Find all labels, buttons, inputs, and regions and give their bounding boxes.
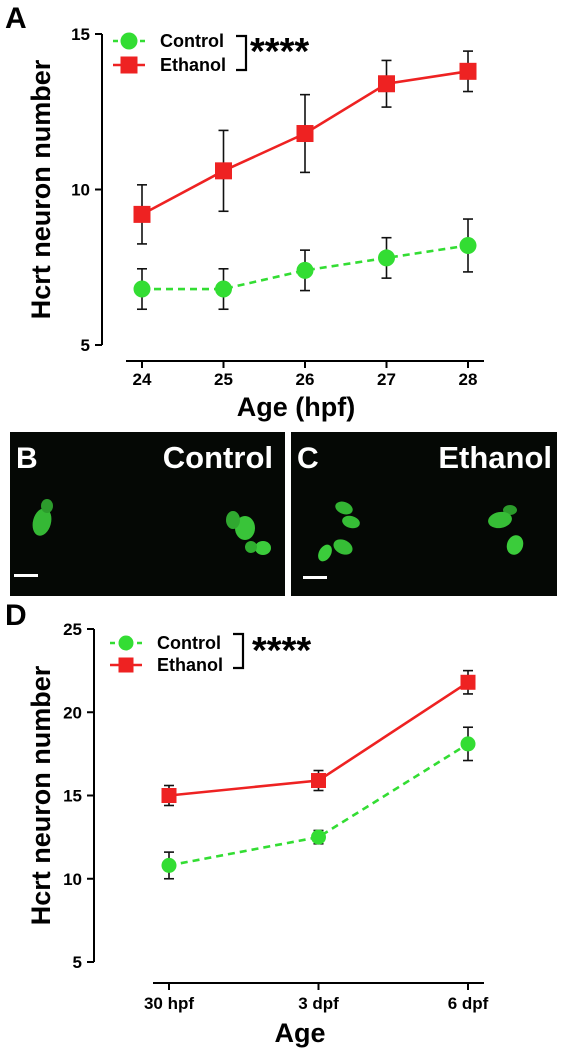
data-point [296, 261, 314, 279]
scale-bar-c [303, 576, 327, 579]
image-b-background [10, 432, 285, 596]
data-point [296, 125, 314, 143]
x-axis-title: Age (hpf) [237, 392, 355, 422]
legend-marker-ethanol [118, 657, 134, 673]
significance-bracket [233, 632, 245, 670]
data-point [161, 857, 177, 873]
panel-letter-d: D [5, 599, 27, 632]
x-tick-label: 3 dpf [298, 994, 339, 1013]
series-control [133, 218, 477, 311]
x-tick-label: 26 [296, 370, 315, 389]
neuron-cluster-b-left [32, 499, 53, 536]
x-tick-label: 30 hpf [144, 994, 194, 1013]
x-tick-label: 27 [377, 370, 396, 389]
panel-letter-c: C [297, 442, 319, 475]
data-point [133, 280, 151, 298]
data-point [133, 205, 151, 223]
data-point [378, 75, 395, 93]
significance-bracket [236, 34, 248, 72]
series-ethanol [133, 50, 477, 245]
legend-label-control: Control [157, 633, 221, 653]
x-tick-label: 24 [133, 370, 152, 389]
legend-label-control: Control [160, 31, 224, 51]
data-point [378, 249, 395, 267]
series-control [161, 726, 476, 880]
y-tick-label: 10 [63, 870, 82, 889]
data-point [460, 674, 476, 690]
neuron-cluster-b-right [226, 511, 271, 555]
legend-marker-ethanol [120, 56, 138, 74]
x-tick-label: 28 [459, 370, 478, 389]
data-point [459, 62, 477, 80]
legend: Control Ethanol [113, 31, 226, 75]
y-tick-label: 15 [71, 25, 90, 44]
image-label-b: Control [163, 440, 273, 475]
legend-label-ethanol: Ethanol [160, 55, 226, 75]
series-line-control [142, 244, 469, 291]
y-tick-label: 10 [71, 181, 90, 200]
neuron-cluster-c-right [488, 505, 524, 555]
y-tick-label: 20 [63, 703, 82, 722]
significance-stars: **** [250, 31, 309, 73]
x-tick-label: 6 dpf [448, 994, 489, 1013]
chart-panel-a: A 5 10 15 24 25 26 27 28 Age (hpf) Hcrt neuron num… [5, 2, 484, 422]
significance-stars: **** [252, 630, 311, 672]
neuron-cluster-c-left [318, 501, 360, 562]
data-point [161, 788, 177, 803]
data-point [459, 236, 477, 254]
y-tick-label: 15 [63, 787, 82, 806]
data-point [460, 736, 476, 752]
y-axis-title: Hcrt neuron number [26, 665, 56, 925]
data-point [215, 162, 232, 180]
y-axis-title: Hcrt neuron number [26, 59, 56, 319]
chart-panel-d: D 5 10 15 20 25 30 hpf 3 dpf 6 dpf Age Hcrt neuron… [5, 599, 489, 1048]
panel-letter-b: B [16, 442, 38, 475]
legend-marker-control [120, 32, 138, 50]
scale-bar-b [14, 574, 38, 577]
y-tick-label: 5 [81, 336, 90, 355]
series-line-control [168, 742, 469, 867]
legend-marker-control [118, 635, 134, 651]
y-tick-label: 25 [63, 620, 82, 639]
data-point [311, 829, 326, 845]
legend-label-ethanol: Ethanol [157, 655, 223, 675]
data-point [215, 280, 232, 298]
x-tick-label: 25 [214, 370, 233, 389]
image-label-c: Ethanol [438, 440, 552, 475]
series-ethanol [161, 669, 476, 807]
y-tick-label: 5 [73, 953, 82, 972]
panel-letter-a: A [5, 2, 27, 35]
data-point [311, 773, 326, 789]
image-panel-b: B Control [10, 432, 285, 596]
image-panel-c: C Ethanol [291, 432, 557, 596]
x-axis-title: Age [274, 1018, 325, 1048]
